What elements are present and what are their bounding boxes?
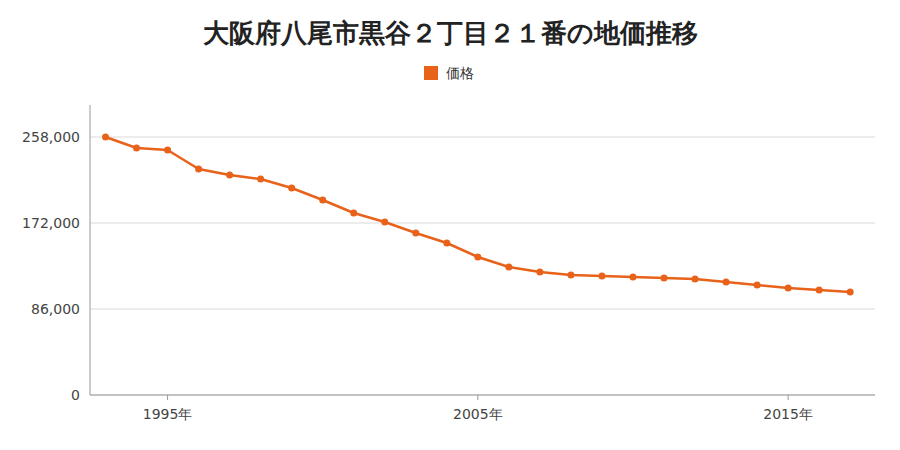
x-tick: [788, 395, 789, 400]
line: [106, 137, 851, 292]
point: [474, 254, 481, 261]
point: [257, 176, 264, 183]
legend-swatch: [424, 66, 438, 80]
x-tick: [477, 395, 478, 400]
grid: [90, 137, 875, 395]
y-tick-label: 86,000: [31, 301, 80, 317]
x-tick-label: 1995年: [143, 406, 193, 422]
grid-line: [90, 309, 875, 310]
x-axis-line: [90, 395, 875, 396]
legend: 価格: [424, 65, 474, 81]
point: [319, 197, 326, 204]
point: [381, 219, 388, 226]
point: [133, 145, 140, 152]
point: [847, 289, 854, 296]
background: [0, 0, 900, 450]
point: [226, 172, 233, 179]
point: [785, 285, 792, 292]
y-tick-label: 172,000: [22, 215, 80, 231]
point: [661, 275, 668, 282]
x-tick: [167, 395, 168, 400]
point: [692, 276, 699, 283]
point: [102, 134, 109, 141]
point: [536, 269, 543, 276]
point: [443, 240, 450, 247]
y-axis-line: [90, 105, 91, 395]
x-tick-label: 2005年: [453, 406, 503, 422]
point: [412, 230, 419, 237]
point: [288, 185, 295, 192]
point: [598, 273, 605, 280]
point: [629, 274, 636, 281]
grid-line: [90, 223, 875, 224]
point: [567, 272, 574, 279]
plot-area: [102, 134, 854, 296]
point: [754, 282, 761, 289]
chart: 大阪府八尾市黒谷２丁目２１番の地価推移 0 86,000 172,000 258,000…: [0, 0, 900, 450]
x-tick-label: 2015年: [763, 406, 813, 422]
point: [816, 287, 823, 294]
point: [505, 264, 512, 271]
y-tick-label: 0: [71, 387, 80, 403]
grid-line: [90, 395, 875, 396]
point: [164, 147, 171, 154]
y-tick-label: 258,000: [22, 129, 80, 145]
point: [195, 166, 202, 173]
legend-label: 価格: [446, 65, 474, 81]
grid-line: [90, 137, 875, 138]
axes: 0 86,000 172,000 258,000 1995年 2005年 2015年: [22, 105, 875, 422]
point: [350, 210, 357, 217]
point: [723, 279, 730, 286]
title: 大阪府八尾市黒谷２丁目２１番の地価推移: [203, 18, 698, 48]
